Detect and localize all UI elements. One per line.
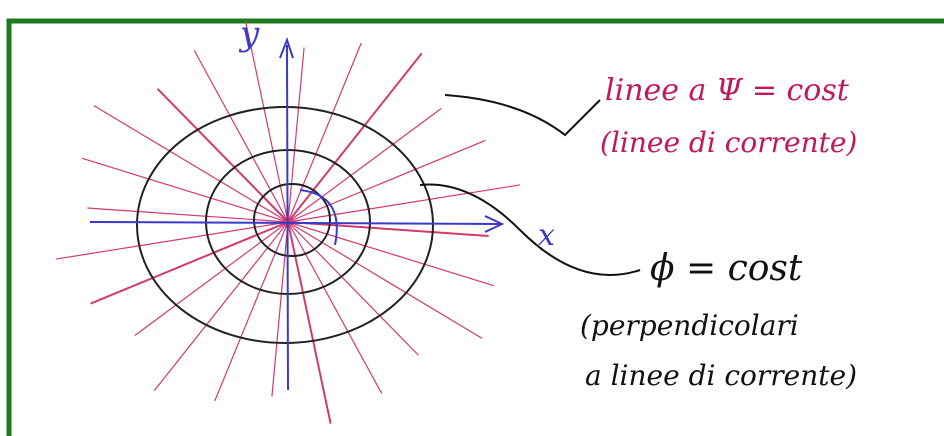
page: y x linee a Ψ = cost (linee di corrente)… — [0, 0, 944, 436]
y-axis — [287, 45, 288, 390]
stream-annotation-1: linee a Ψ = cost — [605, 73, 850, 108]
y-label: y — [238, 14, 260, 54]
diagram: y x linee a Ψ = cost (linee di corrente)… — [0, 0, 944, 436]
potential-annotation-3: a linee di corrente) — [585, 359, 857, 392]
potential-annotation-1: ϕ = cost — [650, 248, 803, 289]
stream-annotation-2: (linee di corrente) — [600, 126, 857, 159]
potential-annotation-2: (perpendicolari — [580, 309, 799, 342]
